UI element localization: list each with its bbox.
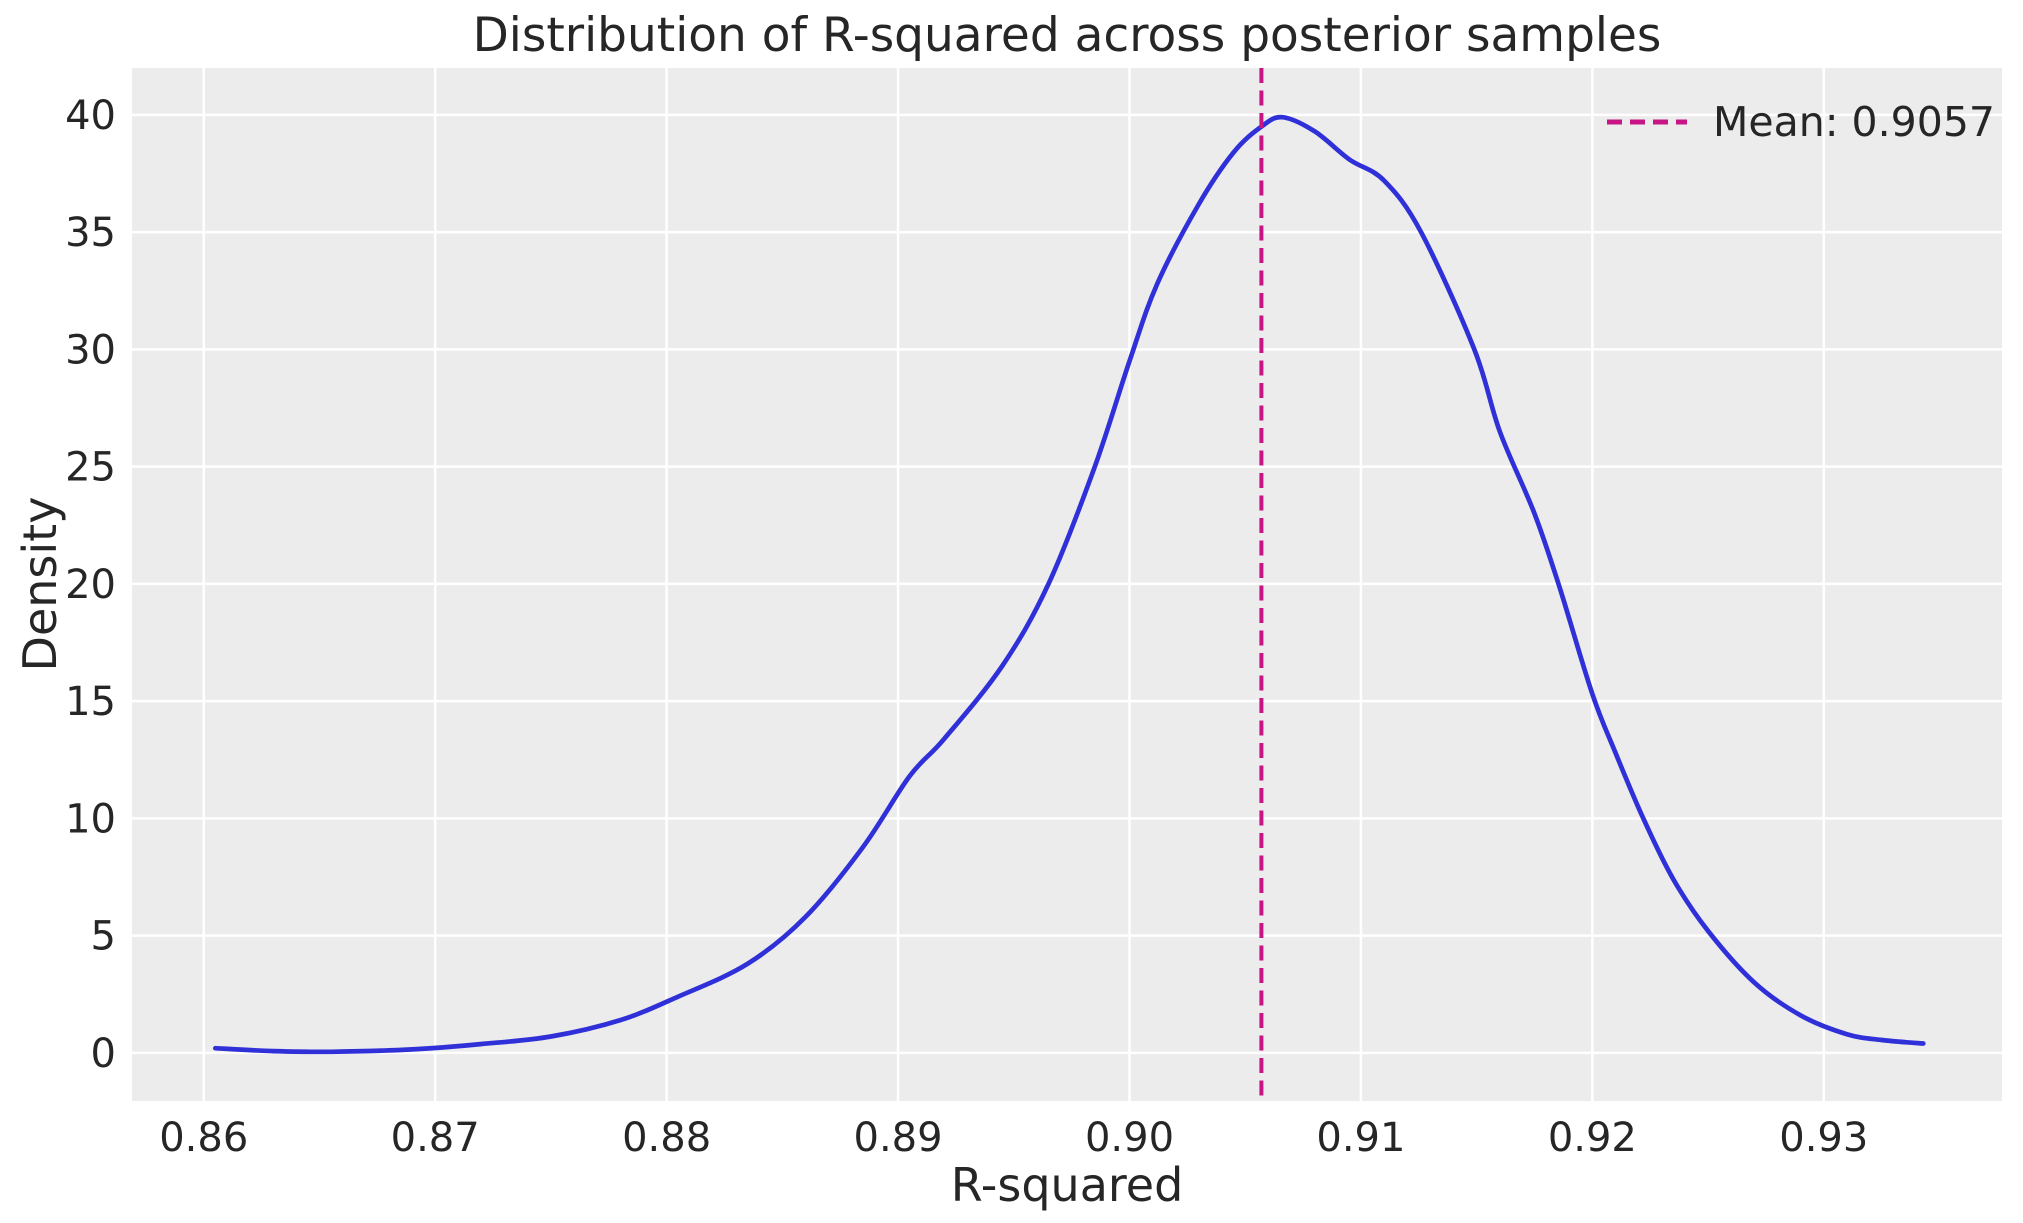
legend: Mean: 0.9057 bbox=[1605, 98, 1995, 146]
x-tick-label: 0.92 bbox=[1548, 1115, 1637, 1161]
x-tick-label: 0.90 bbox=[1085, 1115, 1174, 1161]
x-tick-label: 0.87 bbox=[391, 1115, 480, 1161]
y-tick-label: 0 bbox=[91, 1031, 116, 1077]
mean-line-legend-swatch bbox=[1606, 119, 1687, 125]
y-tick-label: 15 bbox=[65, 679, 116, 725]
x-tick-label: 0.86 bbox=[159, 1115, 248, 1161]
x-tick-label: 0.93 bbox=[1779, 1115, 1868, 1161]
y-tick-label: 40 bbox=[65, 93, 116, 139]
legend-label: Mean: 0.9057 bbox=[1712, 98, 1995, 146]
chart-title: Distribution of R-squared across posteri… bbox=[472, 8, 1662, 63]
y-tick-label: 25 bbox=[65, 445, 116, 491]
y-axis-label: Density bbox=[13, 496, 67, 672]
x-tick-label: 0.91 bbox=[1316, 1115, 1405, 1161]
density-curve bbox=[212, 114, 1926, 1055]
x-tick-label: 0.89 bbox=[854, 1115, 943, 1161]
x-axis-label: R-squared bbox=[950, 1158, 1184, 1212]
x-tick-label: 0.88 bbox=[622, 1115, 711, 1161]
y-tick-label: 10 bbox=[65, 796, 116, 842]
y-tick-label: 30 bbox=[65, 327, 116, 373]
y-tick-label: 5 bbox=[91, 914, 116, 960]
y-tick-label: 20 bbox=[65, 562, 116, 608]
y-tick-label: 35 bbox=[65, 210, 116, 256]
